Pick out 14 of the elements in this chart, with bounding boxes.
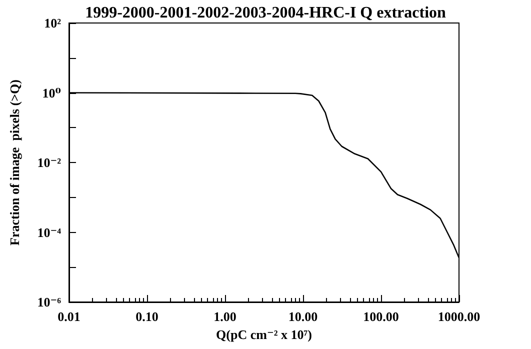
x-tick-label: 1.00 [214, 309, 236, 324]
x-axis-title: Q(pC cm⁻² x 10⁷) [216, 326, 312, 342]
y-axis-title: Fraction of image pixels (>Q) [7, 80, 22, 246]
x-tick-label: 0.01 [58, 309, 80, 324]
y-tick-label: 10⁰ [42, 85, 62, 100]
x-tick-label: 0.10 [136, 309, 158, 324]
y-tick-label: 10² [44, 16, 62, 30]
x-tick-label: 100.00 [363, 309, 399, 324]
x-tick-label: 1000.00 [438, 309, 480, 324]
chart-title: 1999-2000-2001-2002-2003-2004-HRC-I Q extraction [85, 4, 446, 22]
y-tick-label: 10⁻² [37, 155, 62, 170]
x-tick-label: 10.00 [288, 309, 318, 324]
y-tick-label: 10⁻⁴ [37, 224, 62, 240]
y-tick-label: 10⁻⁶ [37, 294, 62, 310]
